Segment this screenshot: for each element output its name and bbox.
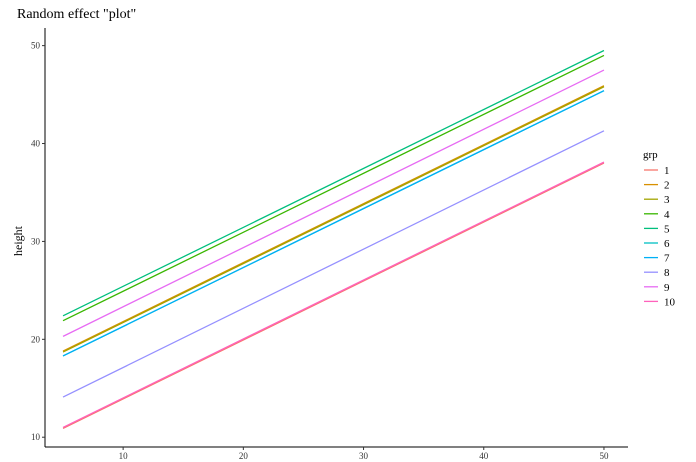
x-tick-label: 50 [599, 451, 609, 461]
y-tick-label: 30 [31, 236, 41, 246]
legend-label-5: 5 [664, 223, 670, 235]
legend-label-3: 3 [664, 194, 670, 206]
y-axis-title: height [11, 225, 25, 256]
y-axis: 10 20 30 40 50 [31, 28, 46, 447]
legend-title: grp [643, 149, 658, 161]
series-line-3 [62, 86, 605, 353]
legend-label-7: 7 [664, 253, 670, 265]
y-tick-label: 10 [31, 432, 41, 442]
legend-label-6: 6 [664, 238, 670, 250]
x-tick-label: 10 [119, 451, 129, 461]
series-line-4 [62, 54, 605, 322]
y-tick-label: 40 [31, 139, 41, 149]
chart-title: Random effect "plot" [17, 7, 136, 22]
legend-label-9: 9 [664, 282, 670, 294]
x-tick-label: 40 [479, 451, 489, 461]
series-line-5 [62, 49, 605, 317]
x-tick-label: 30 [359, 451, 369, 461]
legend-label-10: 10 [664, 296, 676, 308]
legend-label-4: 4 [664, 209, 670, 221]
series-line-9 [62, 69, 605, 337]
x-axis: 10 20 30 40 50 [45, 446, 628, 461]
plot-area [62, 49, 605, 429]
y-tick-label: 50 [31, 41, 41, 51]
legend: grp 1 2 3 4 5 6 7 8 9 10 [643, 149, 676, 308]
legend-label-1: 1 [664, 165, 670, 177]
x-tick-label: 20 [239, 451, 249, 461]
series-line-1 [62, 162, 605, 429]
legend-label-8: 8 [664, 267, 670, 279]
series-line-2 [62, 85, 605, 352]
y-tick-label: 20 [31, 334, 41, 344]
series-line-7 [62, 90, 605, 357]
series-line-8 [62, 130, 605, 398]
series-line-10 [62, 161, 605, 429]
legend-label-2: 2 [664, 180, 670, 192]
